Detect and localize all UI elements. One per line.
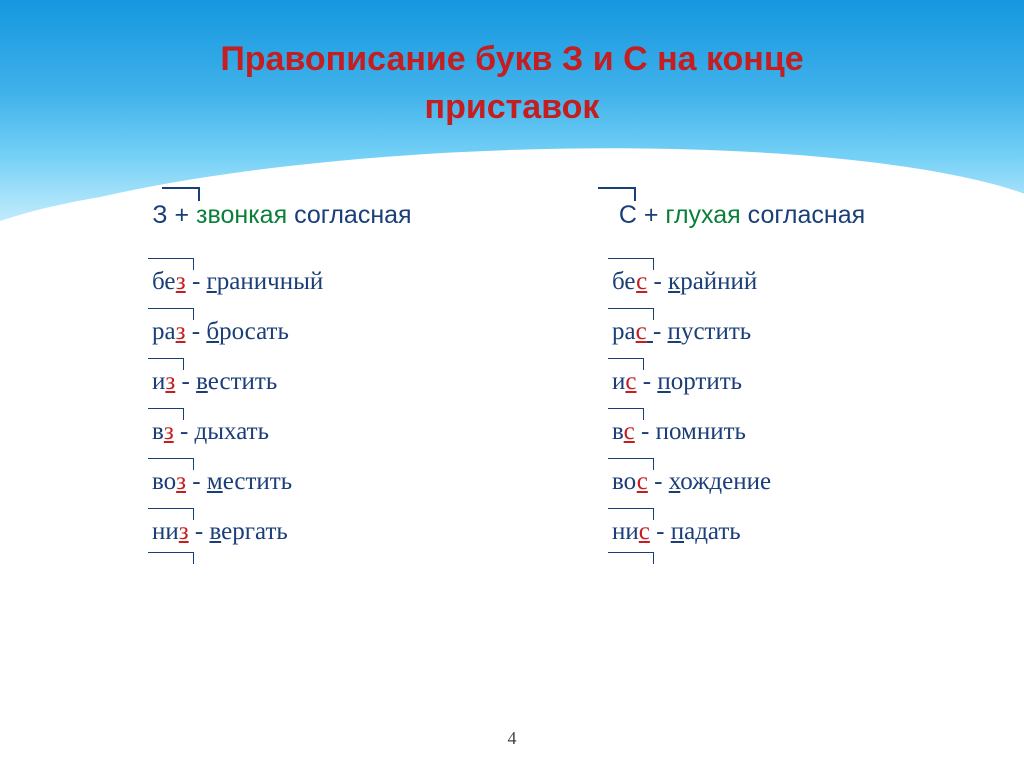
prefix-bracket-icon bbox=[608, 258, 654, 270]
prefix-bracket-icon bbox=[608, 408, 644, 420]
prefix-bracket-icon bbox=[148, 508, 194, 520]
prefix-bracket-icon bbox=[148, 358, 184, 370]
list-item: ис - портить bbox=[612, 368, 912, 396]
rule-voicing: звонкая bbox=[196, 201, 287, 229]
content-columns: З + звонкая согласная без - граничный ра… bbox=[0, 201, 1024, 546]
list-item: бес - крайний bbox=[612, 268, 912, 296]
list-item: воз - местить bbox=[152, 468, 452, 496]
rule-letter: С bbox=[619, 201, 637, 229]
left-examples: без - граничный раз - бросать из - вести… bbox=[112, 268, 452, 546]
title-line-1: Правописание букв З и С на конце bbox=[0, 36, 1024, 84]
list-item: вз - дыхать bbox=[152, 418, 452, 446]
prefix-bracket-icon bbox=[148, 408, 184, 420]
rule-letter: З bbox=[152, 201, 167, 229]
prefix-bracket-icon bbox=[148, 258, 194, 270]
rule-tail: согласная bbox=[287, 201, 411, 229]
right-column: С + глухая согласная бес - крайний рас -… bbox=[572, 201, 912, 546]
prefix-bracket-icon bbox=[608, 552, 654, 564]
page-title: Правописание букв З и С на конце пристав… bbox=[0, 0, 1024, 131]
title-line-2: приставок bbox=[0, 84, 1024, 132]
right-rule: С + глухая согласная bbox=[572, 201, 912, 230]
prefix-bracket-icon bbox=[148, 458, 194, 470]
page-number: 4 bbox=[0, 728, 1024, 749]
rule-plus: + bbox=[168, 201, 197, 229]
prefix-bracket-icon bbox=[162, 187, 200, 201]
prefix-bracket-icon bbox=[598, 187, 636, 201]
prefix-bracket-icon bbox=[148, 308, 194, 320]
left-column: З + звонкая согласная без - граничный ра… bbox=[112, 201, 452, 546]
list-item: рас - пустить bbox=[612, 318, 912, 346]
rule-tail: согласная bbox=[741, 201, 865, 229]
list-item: вс - помнить bbox=[612, 418, 912, 446]
list-item: вос - хождение bbox=[612, 468, 912, 496]
right-examples: бес - крайний рас - пустить ис - портить… bbox=[572, 268, 912, 546]
left-rule: З + звонкая согласная bbox=[112, 201, 452, 230]
prefix-bracket-icon bbox=[608, 458, 654, 470]
rule-voicing: глухая bbox=[665, 201, 740, 229]
slide-container: Правописание букв З и С на конце пристав… bbox=[0, 0, 1024, 767]
prefix-bracket-icon bbox=[608, 308, 654, 320]
prefix-bracket-icon bbox=[608, 508, 654, 520]
list-item: низ - вергать bbox=[152, 518, 452, 546]
list-item: раз - бросать bbox=[152, 318, 452, 346]
rule-plus: + bbox=[637, 201, 666, 229]
prefix-bracket-icon bbox=[148, 552, 194, 564]
list-item: нис - падать bbox=[612, 518, 912, 546]
list-item: из - вестить bbox=[152, 368, 452, 396]
prefix-bracket-icon bbox=[608, 358, 644, 370]
list-item: без - граничный bbox=[152, 268, 452, 296]
